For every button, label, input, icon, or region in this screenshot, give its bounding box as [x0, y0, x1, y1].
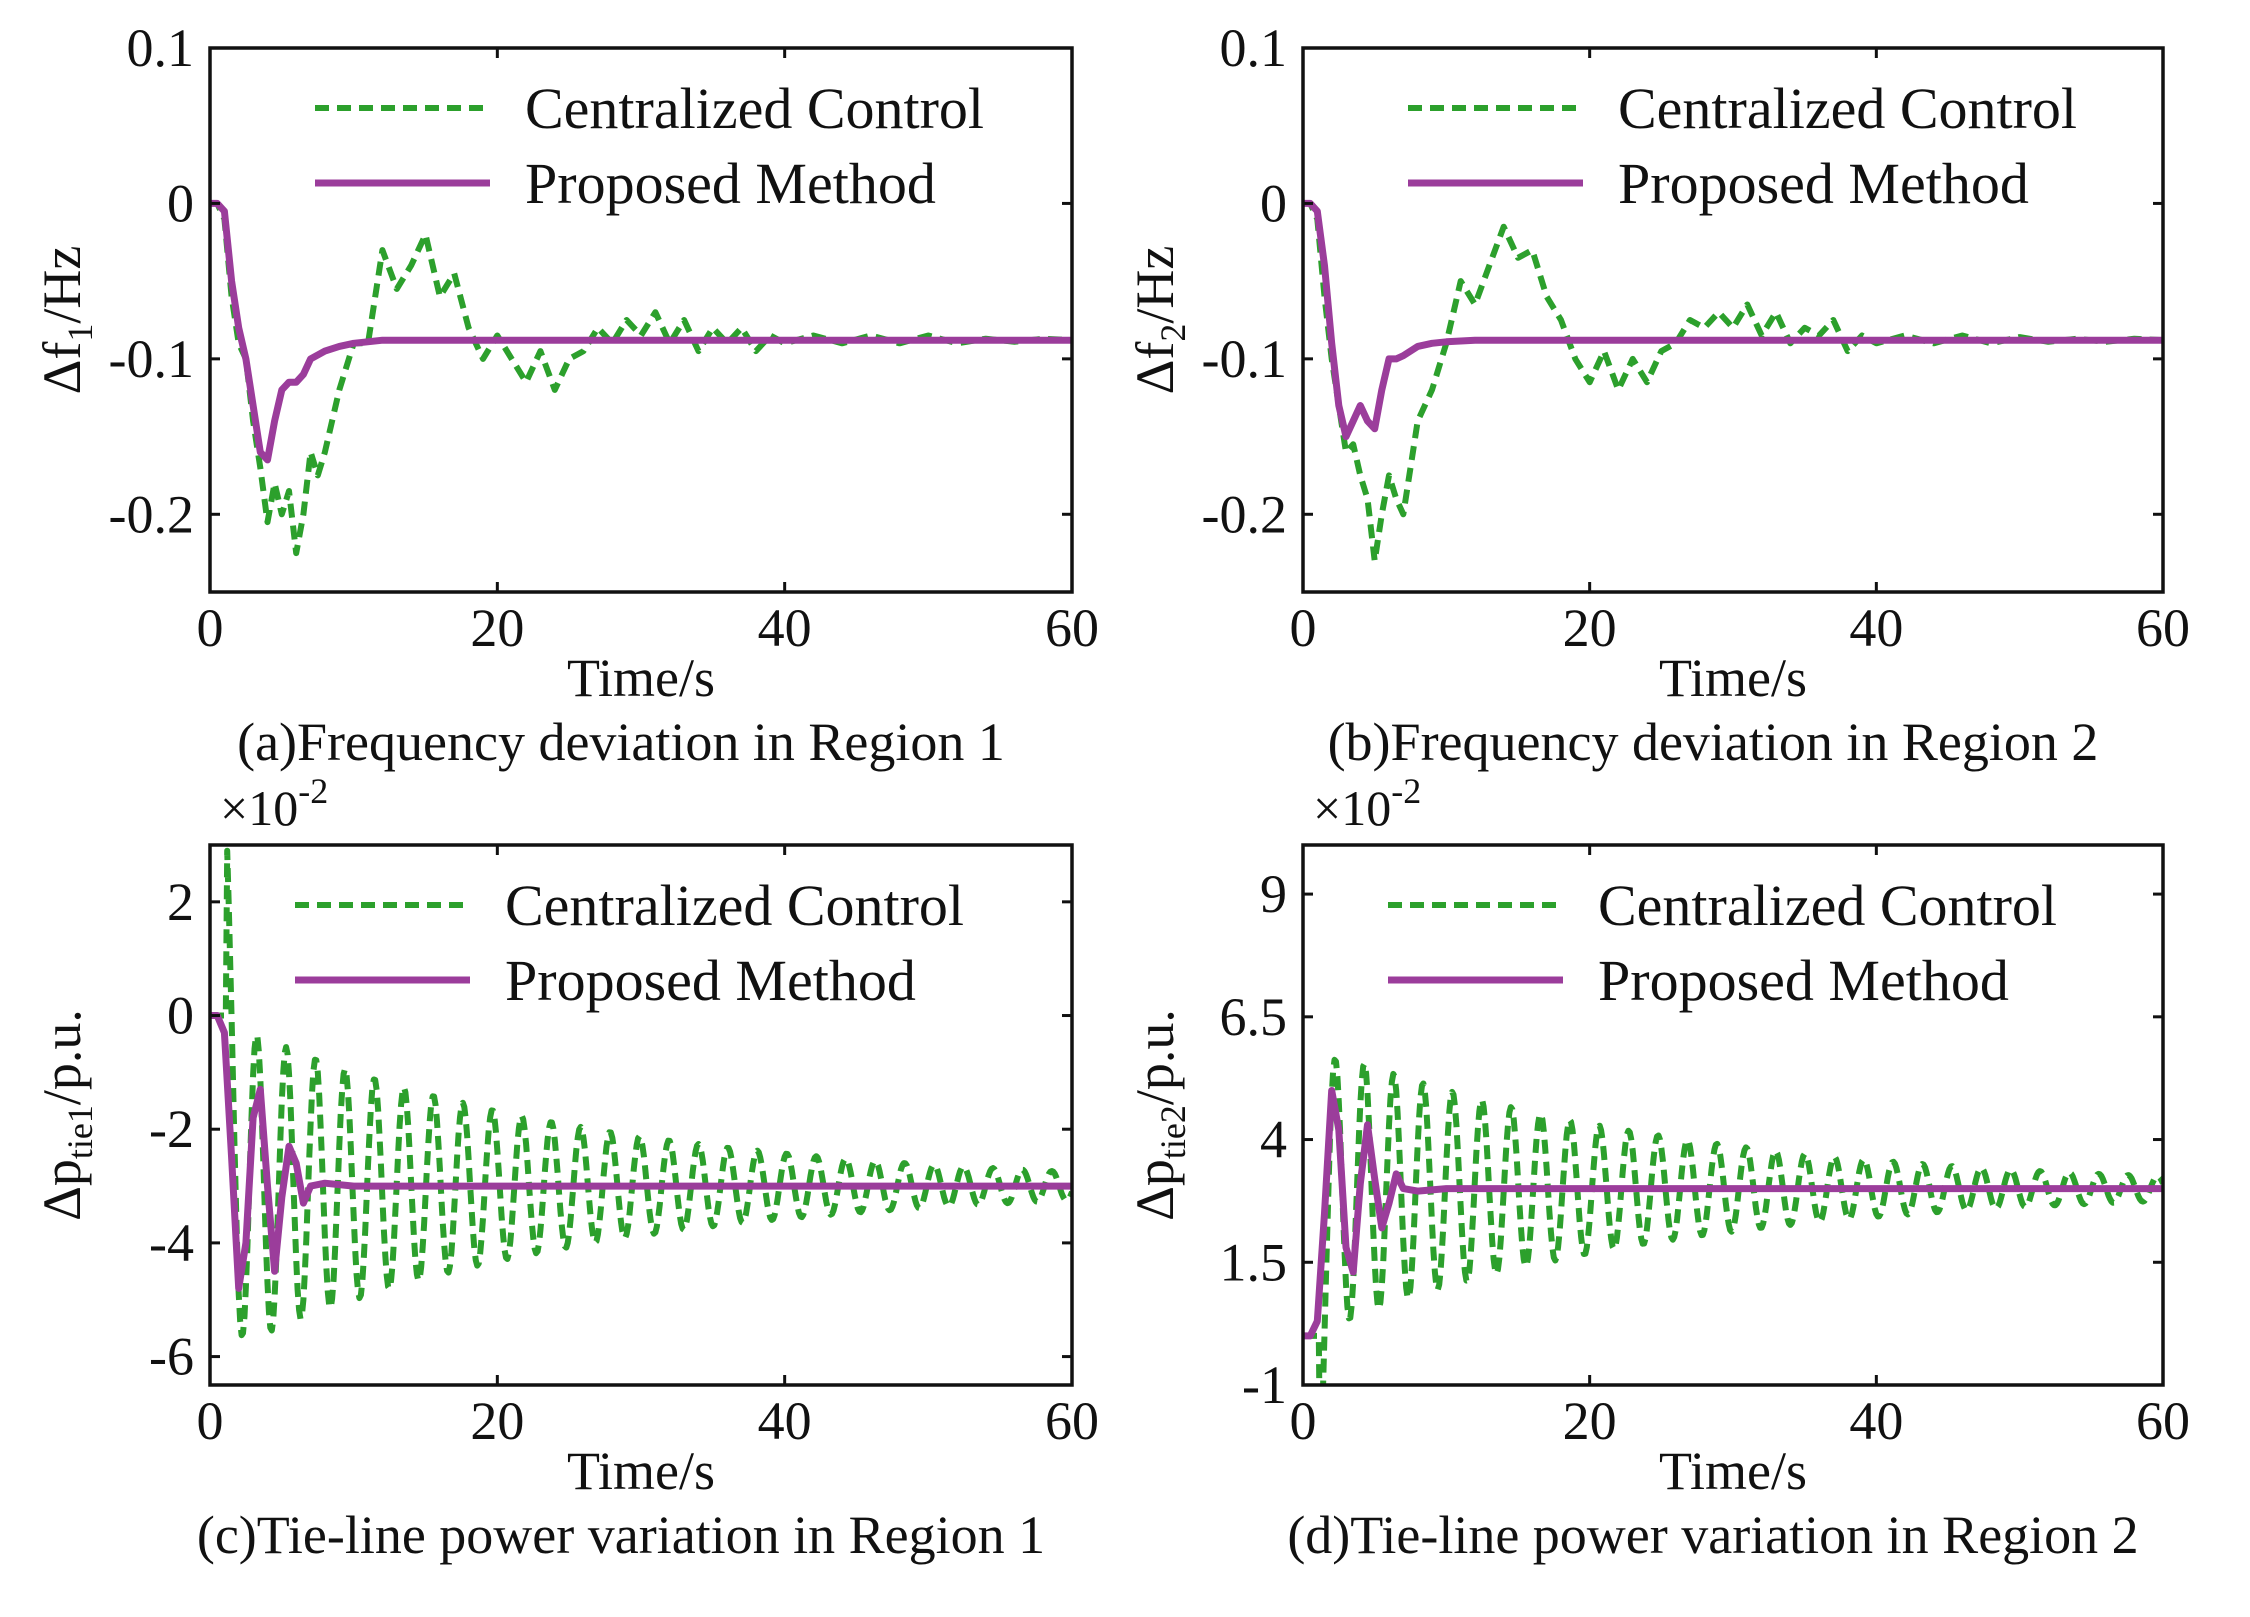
x-tick-label: 20: [470, 598, 524, 658]
legend-label-proposed-method: Proposed Method: [505, 948, 916, 1013]
series-line-proposed-method: [1303, 199, 2163, 441]
series-group: [210, 847, 1072, 1339]
y-tick-label: 0: [1260, 173, 1287, 233]
x-tick-label: 20: [1563, 1391, 1617, 1451]
x-tick-label: 20: [1563, 598, 1617, 658]
panel-caption: (c)Tie-line power variation in Region 1: [197, 1505, 1045, 1565]
panel-a: 0 20 40 60 0.1 0 -0.1 -0.2 Time/s Δf1/Hz Centraliz…: [32, 18, 1099, 772]
x-axis-label: Time/s: [1659, 1441, 1807, 1501]
axis-multiplier-exponent: -2: [298, 771, 328, 811]
legend: Centralized Control Proposed Method: [295, 873, 964, 1013]
y-tick-label: 0.1: [1220, 18, 1288, 78]
x-tick-label: 40: [1849, 598, 1903, 658]
x-tick-label: 0: [1290, 1391, 1317, 1451]
axis-multiplier-base: ×10: [220, 780, 298, 836]
y-tick-label: -0.1: [109, 329, 194, 389]
y-tick-label: -0.1: [1202, 329, 1287, 389]
axis-multiplier: ×10-2: [220, 771, 328, 836]
y-axis-label: Δptie1/p.u.: [32, 1009, 100, 1221]
y-axis-label-sub: tie1: [60, 1105, 100, 1159]
y-axis-label-sub: 2: [1153, 324, 1193, 342]
x-tick-label: 60: [2136, 1391, 2190, 1451]
y-tick-label: 2: [167, 872, 194, 932]
x-tick-label: 40: [1849, 1391, 1903, 1451]
series-group: [1303, 1056, 2163, 1385]
y-tick-label: 0: [167, 986, 194, 1046]
y-axis-label-main: Δf: [32, 342, 92, 395]
legend-label-centralized-control: Centralized Control: [525, 76, 984, 141]
y-axis-label-main: Δp: [32, 1159, 92, 1221]
y-tick-label: -0.2: [1202, 484, 1287, 544]
x-tick-label: 60: [1045, 1391, 1099, 1451]
legend: Centralized Control Proposed Method: [1408, 76, 2077, 216]
y-tick-label: -6: [149, 1327, 194, 1387]
y-tick-label: 9: [1260, 864, 1287, 924]
y-tick-label: 6.5: [1220, 987, 1288, 1047]
series-line-centralized-control: [1303, 200, 2163, 564]
y-axis-label-main: Δp: [1125, 1159, 1185, 1221]
series-line-proposed-method: [210, 199, 1072, 464]
y-tick-label: -4: [149, 1213, 194, 1273]
y-tick-label: -1: [1242, 1355, 1287, 1415]
panel-caption: (d)Tie-line power variation in Region 2: [1287, 1505, 2138, 1565]
series-line-centralized-control: [210, 847, 1072, 1339]
x-tick-label: 20: [470, 1391, 524, 1451]
x-axis-label: Time/s: [567, 1441, 715, 1501]
plot-frame: [1301, 46, 2165, 594]
x-tick-label: 0: [197, 598, 224, 658]
axis-multiplier-exponent: -2: [1391, 771, 1421, 811]
y-axis-label-sub: 1: [60, 324, 100, 342]
y-tick-label: 4: [1260, 1110, 1287, 1170]
series-line-proposed-method: [1303, 1087, 2163, 1340]
series-group: [210, 199, 1072, 557]
axis-multiplier: ×10-2: [1313, 771, 1421, 836]
legend-label-proposed-method: Proposed Method: [525, 151, 936, 216]
legend-label-centralized-control: Centralized Control: [1618, 76, 2077, 141]
plot-frame: [208, 843, 1074, 1387]
legend-label-proposed-method: Proposed Method: [1618, 151, 2029, 216]
y-tick-label: -0.2: [109, 484, 194, 544]
x-tick-label: 0: [197, 1391, 224, 1451]
panel-d: 0 20 40 60 9 6.5 4 1.5 -1 Time/s Δptie2/p.u. ×10-2 C…: [1125, 771, 2190, 1565]
series-line-centralized-control: [1303, 1056, 2163, 1385]
x-tick-label: 0: [1290, 598, 1317, 658]
panel-caption: (b)Frequency deviation in Region 2: [1328, 712, 2099, 772]
axis-multiplier-base: ×10: [1313, 780, 1391, 836]
legend-label-proposed-method: Proposed Method: [1598, 948, 2009, 1013]
legend: Centralized Control Proposed Method: [315, 76, 984, 216]
x-tick-label: 60: [1045, 598, 1099, 658]
y-tick-label: 0.1: [127, 18, 195, 78]
panel-b: 0 20 40 60 0.1 0 -0.1 -0.2 Time/s Δf2/Hz Centraliz…: [1125, 18, 2190, 772]
y-axis-label-unit: /Hz: [1125, 246, 1185, 324]
series-group: [1303, 199, 2163, 564]
plot-frame: [1301, 843, 2165, 1387]
plot-frame: [208, 46, 1074, 594]
y-tick-label: 1.5: [1220, 1232, 1288, 1292]
y-axis-label: Δf1/Hz: [32, 246, 100, 395]
y-axis-label-unit: /Hz: [32, 246, 92, 324]
panel-caption: (a)Frequency deviation in Region 1: [237, 712, 1005, 772]
panel-c: 0 20 40 6020-2-4-6Time/sΔptie1/p.u.×10-2Cen…: [32, 771, 1099, 1565]
y-axis-label-unit: /p.u.: [32, 1009, 92, 1105]
y-axis-label: Δptie2/p.u.: [1125, 1009, 1193, 1221]
x-axis-label: Time/s: [567, 648, 715, 708]
legend: Centralized Control Proposed Method: [1388, 873, 2057, 1013]
series-line-centralized-control: [210, 200, 1072, 557]
series-line-proposed-method: [210, 1012, 1072, 1292]
legend-label-centralized-control: Centralized Control: [1598, 873, 2057, 938]
legend-label-centralized-control: Centralized Control: [505, 873, 964, 938]
y-axis-label: Δf2/Hz: [1125, 246, 1193, 395]
y-tick-label: 0: [167, 173, 194, 233]
y-tick-label: -2: [149, 1099, 194, 1159]
x-tick-label: 40: [758, 1391, 812, 1451]
x-axis-label: Time/s: [1659, 648, 1807, 708]
x-tick-label: 60: [2136, 598, 2190, 658]
x-tick-label: 40: [758, 598, 812, 658]
y-axis-label-main: Δf: [1125, 342, 1185, 395]
y-axis-label-sub: tie2: [1153, 1105, 1193, 1159]
y-axis-label-unit: /p.u.: [1125, 1009, 1185, 1105]
